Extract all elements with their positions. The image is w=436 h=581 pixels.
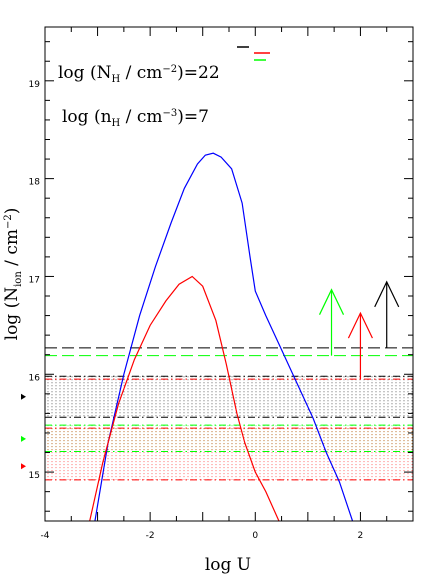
x-tick-label: 0 xyxy=(252,531,258,541)
series-line xyxy=(94,152,354,522)
lower-limit-arrow xyxy=(347,311,373,380)
horizontal-lines xyxy=(45,347,413,481)
arrow-head xyxy=(318,288,345,315)
annotation-column-density: log (NH / cm−2)=22 xyxy=(58,63,220,85)
y-tick-label: 17 xyxy=(29,275,40,285)
x-tick-label: 2 xyxy=(358,531,364,541)
y-tick-label: 15 xyxy=(29,471,40,481)
lower-limit-arrow xyxy=(318,288,345,356)
arrow-head xyxy=(347,311,373,339)
curves xyxy=(89,152,354,522)
shaded-band xyxy=(47,376,413,418)
y-tick-label: 16 xyxy=(29,373,41,383)
legend xyxy=(237,46,270,61)
value-marker xyxy=(21,435,26,442)
y-tick-label: 18 xyxy=(29,178,41,188)
shaded-band xyxy=(47,425,413,452)
lower-limit-arrow xyxy=(374,280,400,348)
lower-limit-arrows xyxy=(318,280,400,380)
annotation-volume-density: log (nH / cm−3)=7 xyxy=(62,107,209,129)
shaded-bands xyxy=(47,376,413,480)
y-tick-label: 19 xyxy=(29,80,41,90)
x-axis-label: log U xyxy=(205,555,251,575)
value-marker xyxy=(21,393,26,400)
arrow-head xyxy=(374,280,400,308)
series-line xyxy=(89,275,280,522)
ticks: -4 -2 0 2 15 16 17 18 19 xyxy=(29,27,414,541)
y-axis-label: log (Nion / cm−2) xyxy=(2,208,24,341)
x-tick-label: -2 xyxy=(146,531,155,541)
left-markers xyxy=(21,393,26,470)
value-marker xyxy=(21,463,26,470)
x-tick-label: -4 xyxy=(41,531,50,541)
